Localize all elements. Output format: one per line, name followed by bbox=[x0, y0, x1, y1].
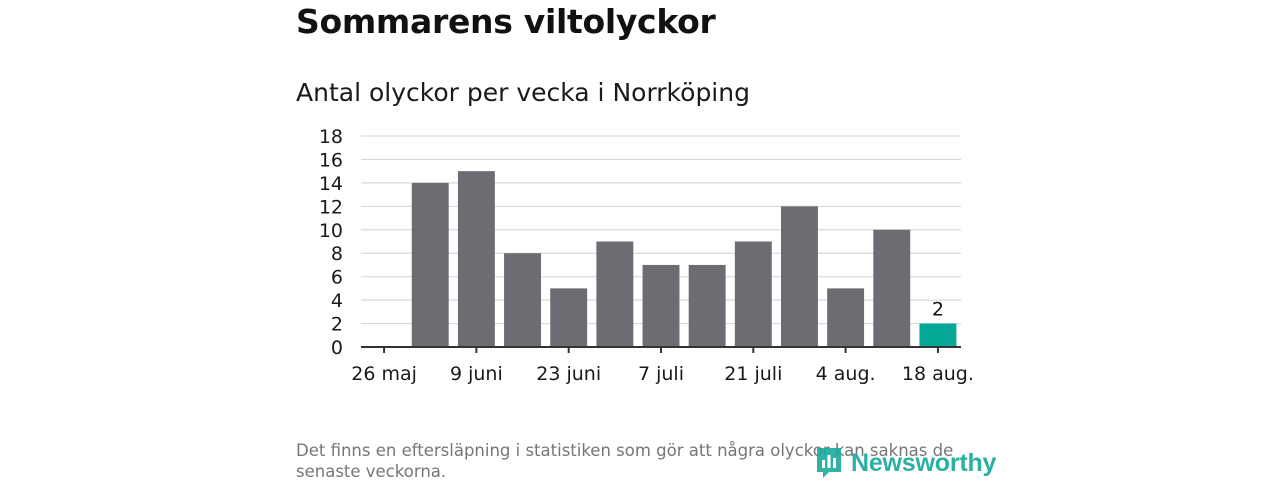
footnote: Det finns en eftersläpning i statistiken… bbox=[296, 441, 954, 481]
logo-text: Newsworthy bbox=[851, 448, 997, 477]
y-tick-label: 4 bbox=[331, 290, 343, 312]
newsworthy-logo: Newsworthy bbox=[815, 446, 996, 480]
newsworthy-logo-icon bbox=[817, 448, 841, 478]
y-tick-label: 16 bbox=[319, 149, 343, 171]
y-tick-label: 0 bbox=[331, 337, 343, 359]
bar bbox=[457, 171, 495, 347]
bar bbox=[504, 253, 541, 347]
x-tick-label: 23 juni bbox=[536, 363, 601, 385]
bar bbox=[596, 241, 634, 347]
x-tick-label: 18 aug. bbox=[902, 363, 974, 385]
x-tick-label: 21 juli bbox=[724, 363, 782, 385]
bar bbox=[411, 182, 449, 347]
x-tick-label: 4 aug. bbox=[816, 363, 876, 385]
bar bbox=[734, 241, 772, 347]
x-tick-label: 26 maj bbox=[351, 363, 417, 385]
chart-subtitle: Antal olyckor per vecka i Norrköping bbox=[296, 78, 750, 107]
chart-title: Sommarens viltolyckor bbox=[296, 2, 716, 41]
bar bbox=[642, 264, 680, 347]
y-tick-label: 6 bbox=[331, 267, 343, 289]
bar bbox=[688, 264, 726, 347]
bar bbox=[919, 323, 957, 347]
y-tick-label: 8 bbox=[331, 243, 343, 265]
y-tick-label: 18 bbox=[319, 126, 343, 148]
bar bbox=[550, 288, 588, 347]
y-tick-label: 10 bbox=[319, 220, 343, 242]
y-tick-label: 14 bbox=[319, 173, 343, 195]
bar bbox=[873, 229, 911, 347]
y-tick-label: 2 bbox=[331, 314, 343, 336]
x-tick-label: 7 juli bbox=[638, 363, 684, 385]
x-tick-label: 9 juni bbox=[450, 363, 503, 385]
data-label: 2 bbox=[932, 299, 944, 321]
bar bbox=[827, 288, 865, 347]
y-tick-label: 12 bbox=[319, 196, 343, 218]
bar bbox=[781, 206, 818, 347]
